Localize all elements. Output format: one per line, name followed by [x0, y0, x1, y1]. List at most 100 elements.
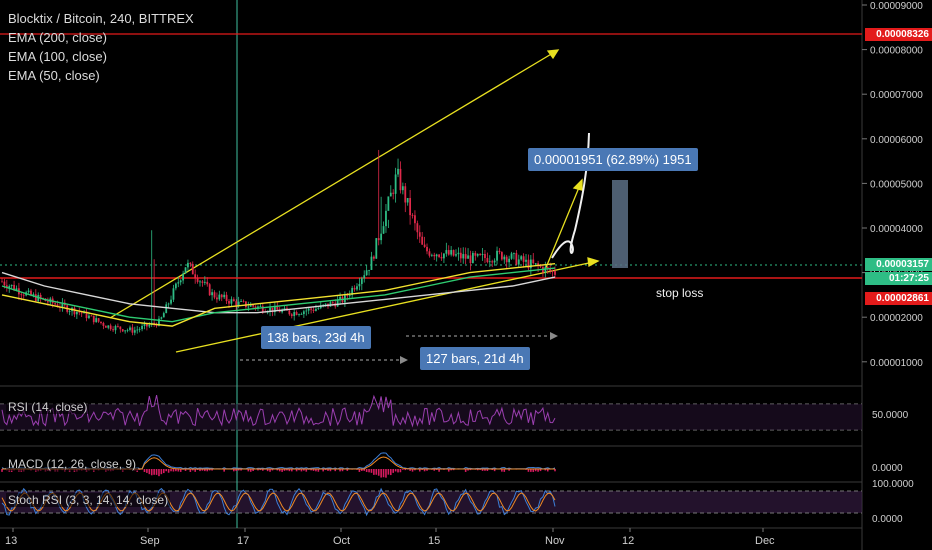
- candle-body: [305, 310, 308, 312]
- macd-bar: [312, 469, 315, 471]
- candle-body: [438, 254, 440, 257]
- macd-bar: [402, 469, 404, 470]
- trendlines[interactable]: [109, 49, 600, 353]
- candle-body: [107, 325, 110, 328]
- macd-bar: [392, 469, 395, 473]
- candle-body: [61, 302, 64, 308]
- macd-bar: [464, 469, 467, 472]
- macd-bar: [447, 469, 450, 472]
- candle-body: [496, 250, 498, 261]
- candle-body: [148, 324, 151, 327]
- rsi-axis-value: 50.0000: [872, 410, 909, 421]
- macd-bar: [508, 469, 510, 471]
- candle-body: [100, 321, 102, 323]
- macd-axis-value: 0.0000: [872, 463, 903, 474]
- bars-range-label-1[interactable]: 138 bars, 23d 4h: [261, 326, 371, 349]
- macd-bar: [539, 469, 542, 472]
- bars-range-label-2[interactable]: 127 bars, 21d 4h: [420, 347, 530, 370]
- price-tick-label: 0.00009000: [870, 1, 923, 12]
- macd-bar: [143, 469, 146, 472]
- candle-body: [88, 315, 90, 319]
- ema-line-100: [1, 267, 556, 323]
- candle-body: [75, 311, 78, 315]
- candle-body: [476, 253, 479, 256]
- price-tick-label: 0.00002000: [870, 313, 923, 324]
- ema-lines: [1, 263, 556, 327]
- candle-body: [201, 281, 204, 283]
- candle-body: [404, 186, 407, 203]
- candle-body: [300, 314, 303, 315]
- candle-body: [455, 254, 457, 256]
- candle-body: [119, 326, 122, 330]
- candle-body: [430, 254, 433, 256]
- rsi-label[interactable]: RSI (14, close): [6, 400, 90, 414]
- macd-bar: [281, 469, 283, 472]
- candle-body: [242, 301, 245, 302]
- macd-bar: [269, 469, 271, 472]
- candle-body: [182, 273, 185, 281]
- macd-bar: [189, 469, 192, 472]
- legend-ema100[interactable]: EMA (100, close): [8, 49, 107, 64]
- candle-body: [539, 265, 542, 267]
- candle-body: [92, 315, 95, 323]
- time-axis[interactable]: 13 Sep 17 Oct 15 Nov 12 Dec: [5, 528, 775, 547]
- candle-body: [191, 264, 194, 275]
- legend-ema200[interactable]: EMA (200, close): [8, 30, 107, 45]
- candle-body: [22, 294, 25, 296]
- candle-body: [235, 301, 238, 306]
- candle-body: [225, 294, 228, 302]
- macd-bar: [247, 469, 250, 472]
- time-tick-label: Nov: [545, 535, 565, 547]
- price-axis[interactable]: 0.00009000 0.00008000 0.00007000 0.00006000…: [862, 1, 923, 369]
- candle-body: [529, 259, 532, 269]
- candle-body: [360, 278, 363, 285]
- target-box[interactable]: [612, 180, 628, 268]
- macd-bar: [327, 469, 329, 471]
- candle-body: [13, 284, 15, 291]
- macd-bar: [146, 469, 148, 473]
- candle-body: [216, 297, 218, 300]
- candle-body: [513, 253, 515, 254]
- candle-body: [375, 238, 378, 259]
- candle-body: [273, 306, 276, 313]
- macd-bar: [162, 469, 165, 474]
- symbol-title[interactable]: Blocktix / Bitcoin, 240, BITTREX: [8, 11, 194, 26]
- candle-body: [109, 325, 112, 330]
- candle-body: [414, 215, 416, 224]
- price-tick-label: 0.00006000: [870, 135, 923, 146]
- stoch-axis-bottom: 0.0000: [872, 514, 903, 525]
- candle-body: [281, 310, 284, 313]
- candle-body: [32, 294, 35, 296]
- candle-body: [167, 303, 170, 305]
- candle-body: [443, 253, 445, 259]
- measure-label[interactable]: 0.00001951 (62.89%) 1951: [528, 148, 698, 171]
- stoch-d-line: [1, 492, 556, 512]
- macd-bar: [476, 469, 479, 471]
- stoch-label[interactable]: Stoch RSI (3, 3, 14, 14, close): [6, 493, 171, 507]
- macd-label[interactable]: MACD (12, 26, close, 9): [6, 457, 139, 471]
- macd-bar: [211, 469, 213, 471]
- rsi-line: [1, 394, 556, 428]
- macd-bar: [450, 469, 452, 471]
- macd-bar: [158, 469, 160, 477]
- candle-body: [450, 250, 453, 255]
- candle-body: [520, 256, 523, 260]
- candle-body: [322, 304, 325, 306]
- candle-body: [15, 288, 18, 291]
- macd-bar: [206, 469, 209, 472]
- candle-body: [8, 286, 11, 289]
- candle-body: [348, 295, 351, 297]
- macd-bar: [271, 469, 274, 471]
- candle-body: [426, 246, 428, 252]
- price-tick-label: 0.00008000: [870, 46, 923, 57]
- candle-body: [365, 270, 368, 276]
- candle-body: [145, 323, 148, 327]
- candle-body: [143, 323, 146, 326]
- candle-body: [220, 294, 223, 298]
- candle-body: [474, 252, 477, 256]
- candle-body: [208, 284, 211, 296]
- macd-bar: [452, 469, 455, 471]
- legend-ema50[interactable]: EMA (50, close): [8, 68, 100, 83]
- macd-bar: [160, 469, 163, 475]
- price-tick-label: 0.00005000: [870, 179, 923, 190]
